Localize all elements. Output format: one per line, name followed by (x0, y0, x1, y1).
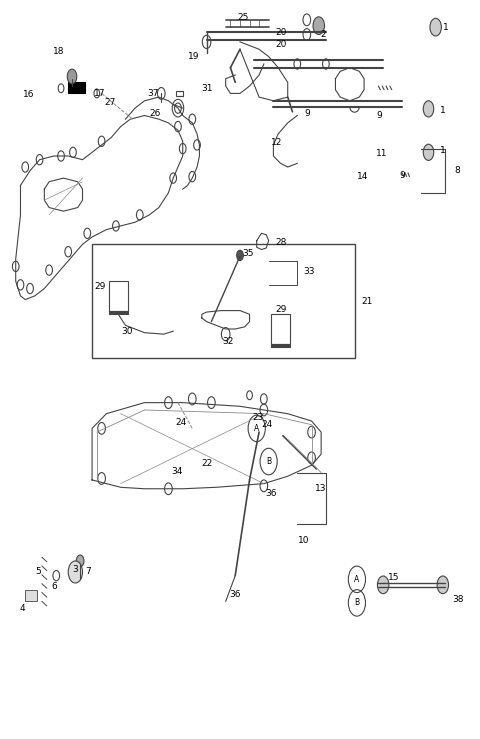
Text: 24: 24 (262, 420, 273, 429)
Text: 17: 17 (95, 89, 106, 98)
Text: 12: 12 (271, 138, 282, 147)
Text: 36: 36 (265, 488, 276, 497)
Circle shape (313, 17, 324, 35)
Circle shape (260, 404, 268, 416)
Bar (25, 590, 37, 602)
Text: 33: 33 (303, 267, 315, 276)
Text: 1: 1 (441, 106, 446, 115)
Circle shape (98, 423, 106, 435)
Text: 26: 26 (149, 109, 161, 118)
Circle shape (136, 210, 143, 220)
Circle shape (175, 103, 181, 113)
Text: 20: 20 (276, 40, 287, 49)
Bar (92, 245, 355, 358)
Text: 10: 10 (298, 536, 310, 545)
Circle shape (22, 162, 29, 172)
Circle shape (237, 251, 243, 261)
Circle shape (189, 171, 196, 182)
Text: 23: 23 (252, 413, 264, 422)
Circle shape (12, 262, 19, 271)
Text: 29: 29 (95, 282, 106, 291)
Text: 11: 11 (376, 149, 387, 158)
Circle shape (189, 114, 196, 124)
Text: 38: 38 (452, 595, 464, 604)
Text: 1: 1 (441, 146, 446, 155)
Circle shape (98, 136, 105, 146)
Circle shape (58, 151, 64, 161)
Circle shape (437, 576, 448, 593)
Circle shape (46, 265, 52, 275)
Circle shape (36, 154, 43, 165)
Circle shape (76, 555, 84, 567)
Bar (271, 344, 290, 347)
Text: 21: 21 (362, 297, 373, 306)
Circle shape (27, 283, 34, 293)
Text: 4: 4 (20, 605, 25, 613)
Circle shape (17, 279, 24, 290)
Text: 9: 9 (400, 171, 406, 180)
Circle shape (170, 173, 177, 183)
Text: 34: 34 (171, 466, 182, 476)
Text: 35: 35 (242, 249, 254, 258)
Text: 13: 13 (315, 484, 327, 493)
Text: 9: 9 (376, 111, 382, 120)
Text: A: A (354, 575, 360, 584)
Text: 7: 7 (85, 568, 91, 576)
Circle shape (430, 18, 442, 36)
Text: 5: 5 (36, 568, 41, 576)
Text: 14: 14 (357, 172, 368, 181)
Circle shape (308, 452, 315, 464)
Circle shape (113, 221, 119, 231)
Text: B: B (266, 457, 271, 466)
Text: 31: 31 (201, 84, 212, 93)
Circle shape (260, 480, 268, 491)
Text: 3: 3 (72, 565, 78, 574)
Circle shape (65, 247, 72, 257)
Text: 25: 25 (238, 13, 249, 22)
Circle shape (194, 140, 200, 150)
Circle shape (377, 576, 389, 593)
Text: 27: 27 (104, 98, 115, 106)
Circle shape (70, 147, 76, 157)
Text: 22: 22 (201, 459, 212, 469)
Text: 19: 19 (188, 52, 199, 61)
Circle shape (308, 426, 315, 438)
Circle shape (68, 561, 83, 583)
Text: B: B (354, 599, 360, 607)
Bar (109, 281, 128, 310)
Circle shape (165, 397, 172, 409)
Text: 15: 15 (388, 573, 399, 582)
Bar (109, 310, 128, 314)
Bar (176, 91, 183, 96)
Text: 16: 16 (23, 89, 35, 98)
Circle shape (175, 121, 181, 132)
Text: 18: 18 (53, 47, 64, 56)
Circle shape (423, 144, 434, 160)
Circle shape (98, 472, 106, 484)
Circle shape (180, 143, 186, 154)
Bar (68, 82, 85, 93)
Circle shape (165, 483, 172, 494)
Bar (271, 314, 290, 344)
Text: 28: 28 (276, 239, 287, 248)
Text: 1: 1 (443, 23, 449, 32)
Circle shape (84, 228, 91, 239)
Text: 9: 9 (304, 109, 310, 118)
Text: 24: 24 (176, 418, 187, 427)
Circle shape (67, 69, 77, 84)
Text: 2: 2 (320, 30, 326, 39)
Text: 6: 6 (51, 582, 57, 591)
Text: 30: 30 (121, 327, 133, 336)
Text: 20: 20 (276, 28, 287, 37)
Text: A: A (254, 424, 259, 433)
Text: 8: 8 (455, 166, 460, 175)
Circle shape (423, 101, 434, 117)
Text: 32: 32 (222, 337, 233, 346)
Text: 29: 29 (276, 304, 287, 313)
Text: 36: 36 (229, 590, 241, 599)
Text: 37: 37 (147, 89, 158, 98)
